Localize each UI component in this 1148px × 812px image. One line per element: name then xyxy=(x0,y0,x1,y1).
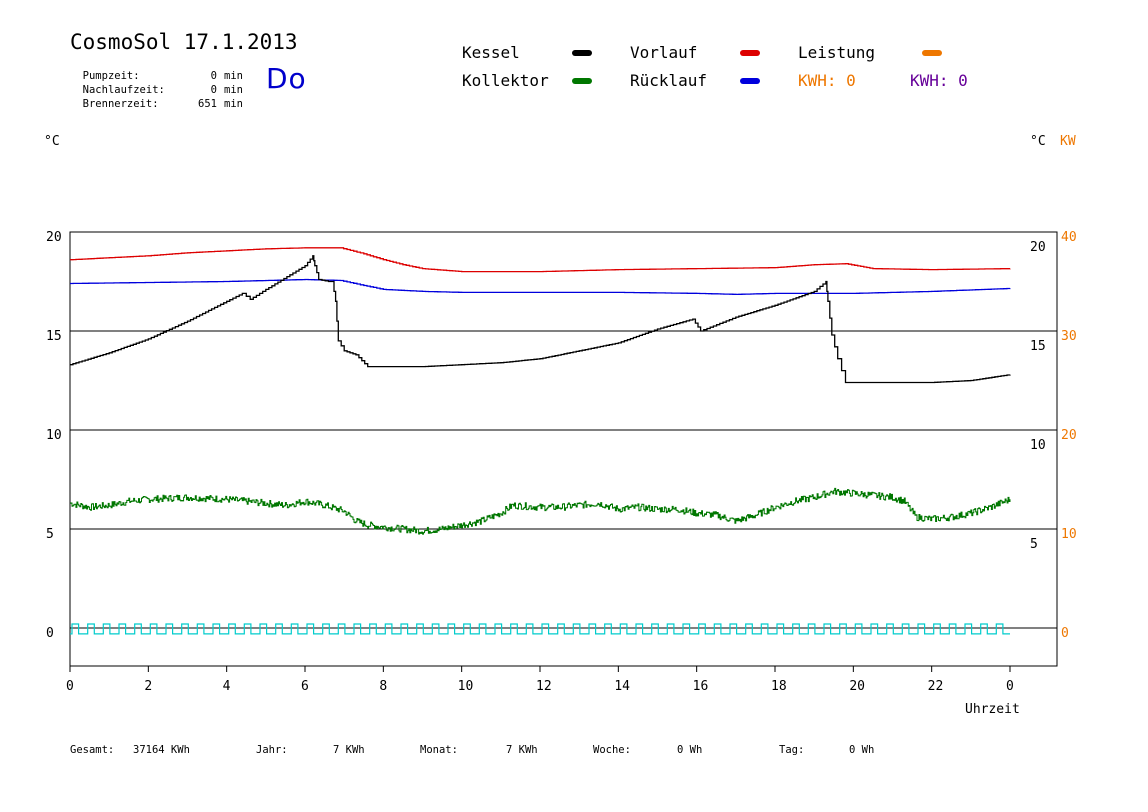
plot-frame xyxy=(69,231,1058,667)
y-right-c-tick-label: 10 xyxy=(1030,438,1046,453)
footer-label: Woche: xyxy=(593,744,631,756)
footer-label: Tag: xyxy=(779,744,805,756)
legend-kwh-2: KWH: 0 xyxy=(910,71,968,90)
legend-ruecklauf-swatch xyxy=(740,78,760,84)
y-right-kw-tick-label: 30 xyxy=(1061,329,1077,344)
pump-signal xyxy=(70,623,1010,635)
legend-leistung-label: Leistung xyxy=(798,43,876,62)
x-tick-label: 4 xyxy=(222,679,231,694)
x-tick-label: 2 xyxy=(144,679,153,694)
y-left-tick-label: 15 xyxy=(46,329,62,344)
footer-value: 0 Wh xyxy=(677,744,703,756)
weekday-label: Do xyxy=(266,62,307,95)
info-label: Brennerzeit: xyxy=(82,98,159,110)
x-tick-label: 0 xyxy=(1006,679,1014,694)
x-tick-label: 8 xyxy=(379,679,388,694)
right-axis-unit-kw: KW xyxy=(1060,134,1076,149)
x-tick-label: 22 xyxy=(927,679,944,694)
x-tick-label: 14 xyxy=(614,679,630,694)
x-tick-label: 0 xyxy=(66,679,74,694)
y-left-tick-label: 20 xyxy=(46,230,62,245)
footer-tag: Tag: 0 Wh xyxy=(779,744,874,756)
info-row-brennerzeit: Brennerzeit: 651 min xyxy=(70,86,243,110)
legend-vorlauf-label: Vorlauf xyxy=(630,43,698,62)
footer-label: Jahr: xyxy=(256,744,288,756)
legend-kessel-swatch xyxy=(572,50,592,56)
x-axis-label: Uhrzeit xyxy=(965,702,1020,717)
y-right-c-tick-label: 20 xyxy=(1030,240,1046,255)
y-left-tick-label: 5 xyxy=(46,527,54,542)
footer-value: 37164 KWh xyxy=(133,744,190,756)
y-right-kw-tick-label: 10 xyxy=(1061,527,1077,542)
left-axis-unit: °C xyxy=(44,134,60,149)
y-right-c-tick-label: 5 xyxy=(1030,537,1038,552)
grid-lines xyxy=(70,330,1057,629)
info-label: Pumpzeit: xyxy=(82,70,140,82)
x-tick-label: 20 xyxy=(849,679,865,694)
y-right-kw-tick-label: 20 xyxy=(1061,428,1077,443)
footer-woche: Woche: 0 Wh xyxy=(593,744,702,756)
y-right-kw-tick-label: 0 xyxy=(1061,626,1069,641)
axis-ticks xyxy=(69,666,1011,672)
info-unit: min xyxy=(224,98,243,110)
footer-label: Gesamt: xyxy=(70,744,115,756)
x-tick-label: 6 xyxy=(301,679,309,694)
info-value: 0 xyxy=(210,84,217,96)
info-row-pumpzeit: Pumpzeit: 0 min xyxy=(70,58,243,82)
footer-value: 7 KWh xyxy=(506,744,538,756)
footer-gesamt: Gesamt: 37164 KWh xyxy=(70,744,190,756)
right-axis-unit-c: °C xyxy=(1030,134,1046,149)
series-line-vorlauf xyxy=(70,247,1011,273)
info-unit: min xyxy=(224,84,243,96)
series-line-kessel xyxy=(70,255,1011,384)
legend-vorlauf-swatch xyxy=(740,50,760,56)
info-row-nachlaufzeit: Nachlaufzeit: 0 min xyxy=(70,72,243,96)
footer-monat: Monat: 7 KWh xyxy=(420,744,538,756)
y-left-tick-label: 10 xyxy=(46,428,62,443)
legend-kollektor-label: Kollektor xyxy=(462,71,549,90)
info-value: 0 xyxy=(210,70,217,82)
series-line-ruecklauf xyxy=(70,278,1011,296)
footer-value: 0 Wh xyxy=(849,744,875,756)
x-tick-label: 12 xyxy=(536,679,552,694)
legend-kwh-leistung: KWH: 0 xyxy=(798,71,856,90)
footer-jahr: Jahr: 7 KWh xyxy=(256,744,365,756)
x-tick-label: 18 xyxy=(771,679,787,694)
x-tick-label: 10 xyxy=(457,679,474,694)
series-line-kollektor xyxy=(70,487,1011,535)
x-tick-label: 16 xyxy=(692,679,709,694)
y-right-kw-tick-label: 40 xyxy=(1061,230,1077,245)
info-unit: min xyxy=(224,70,243,82)
info-value: 651 xyxy=(198,98,217,110)
legend-kessel-label: Kessel xyxy=(462,43,520,62)
legend-kollektor-swatch xyxy=(572,78,592,84)
footer-value: 7 KWh xyxy=(333,744,365,756)
legend-ruecklauf-label: Rücklauf xyxy=(630,71,708,90)
info-label: Nachlaufzeit: xyxy=(82,84,165,96)
series-group xyxy=(70,247,1011,535)
y-left-tick-label: 0 xyxy=(46,626,54,641)
y-right-c-tick-label: 15 xyxy=(1030,339,1046,354)
chart-title: CosmoSol 17.1.2013 xyxy=(70,30,298,54)
pump-signal-line xyxy=(70,623,1010,635)
footer-label: Monat: xyxy=(420,744,458,756)
legend-leistung-swatch xyxy=(922,50,942,56)
